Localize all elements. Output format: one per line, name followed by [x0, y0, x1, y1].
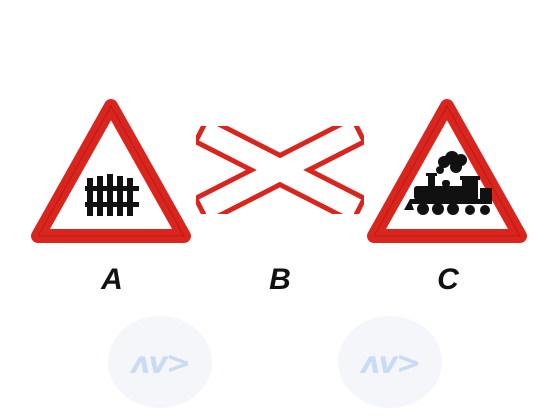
railway-crossing-without-barrier-icon[interactable] — [366, 98, 528, 244]
fence-icon — [85, 174, 139, 216]
label-a: A — [101, 263, 123, 296]
watermark-right: ʌv> — [338, 316, 442, 408]
watermark-logo: ʌv> — [130, 346, 191, 381]
watermark-logo: ʌv> — [360, 346, 421, 381]
saint-andrews-cross-icon[interactable] — [196, 126, 364, 214]
watermark-left: ʌv> — [108, 316, 212, 408]
locomotive-icon — [404, 151, 492, 215]
label-c: C — [437, 263, 459, 296]
label-b: B — [269, 263, 291, 296]
railway-crossing-with-barrier-icon[interactable] — [30, 98, 192, 244]
